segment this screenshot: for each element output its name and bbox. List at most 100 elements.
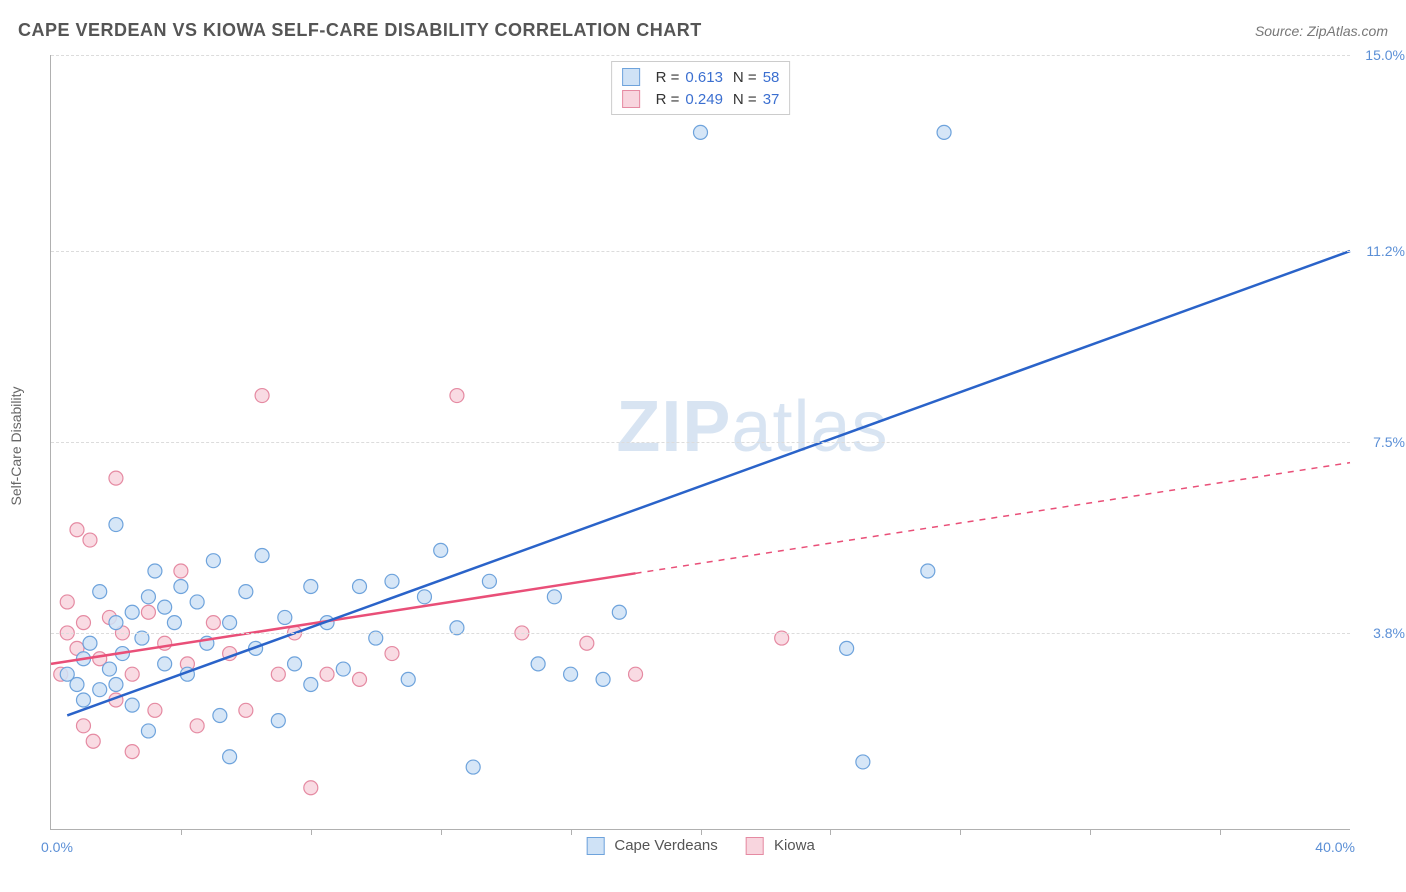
plot-area: ZIPatlas R = 0.613 N = 58 R = 0.249 xyxy=(50,55,1350,830)
data-point xyxy=(271,667,285,681)
series-legend: Cape Verdeans Kiowa xyxy=(586,837,815,855)
data-point xyxy=(434,543,448,557)
r-value: 0.249 xyxy=(685,91,723,108)
data-point xyxy=(76,616,90,630)
data-point xyxy=(596,672,610,686)
grid-line xyxy=(51,633,1350,634)
x-tick xyxy=(1090,829,1091,835)
data-point xyxy=(213,708,227,722)
data-point xyxy=(109,678,123,692)
data-point xyxy=(278,610,292,624)
legend-row-cape-verdeans: R = 0.613 N = 58 xyxy=(622,66,780,88)
data-point xyxy=(76,719,90,733)
data-point xyxy=(580,636,594,650)
data-point xyxy=(353,672,367,686)
chart-container: CAPE VERDEAN VS KIOWA SELF-CARE DISABILI… xyxy=(0,0,1406,892)
data-point xyxy=(482,574,496,588)
data-point xyxy=(353,579,367,593)
data-point xyxy=(255,389,269,403)
legend-row-kiowa: R = 0.249 N = 37 xyxy=(622,88,780,110)
data-point xyxy=(937,125,951,139)
data-point xyxy=(840,641,854,655)
data-point xyxy=(158,600,172,614)
swatch-kiowa-icon xyxy=(746,837,764,855)
data-point xyxy=(109,616,123,630)
data-point xyxy=(401,672,415,686)
data-point xyxy=(102,662,116,676)
data-point xyxy=(547,590,561,604)
data-point xyxy=(125,698,139,712)
data-point xyxy=(320,667,334,681)
grid-line xyxy=(51,55,1350,56)
data-point xyxy=(223,616,237,630)
data-point xyxy=(76,693,90,707)
data-point xyxy=(223,750,237,764)
data-point xyxy=(109,471,123,485)
trend-line xyxy=(67,251,1350,715)
data-point xyxy=(206,554,220,568)
n-value: 58 xyxy=(763,69,780,86)
data-point xyxy=(125,605,139,619)
x-tick xyxy=(701,829,702,835)
swatch-cape-icon xyxy=(586,837,604,855)
data-point xyxy=(271,714,285,728)
data-point xyxy=(417,590,431,604)
data-point xyxy=(109,518,123,532)
data-point xyxy=(206,616,220,630)
data-point xyxy=(125,667,139,681)
data-point xyxy=(60,595,74,609)
data-point xyxy=(921,564,935,578)
x-tick xyxy=(960,829,961,835)
data-point xyxy=(174,579,188,593)
chart-title: CAPE VERDEAN VS KIOWA SELF-CARE DISABILI… xyxy=(18,20,702,41)
legend-label: Kiowa xyxy=(774,837,815,854)
source-attribution: Source: ZipAtlas.com xyxy=(1255,23,1388,39)
legend-item-kiowa: Kiowa xyxy=(746,837,815,855)
data-point xyxy=(304,678,318,692)
data-point xyxy=(304,579,318,593)
data-point xyxy=(174,564,188,578)
data-point xyxy=(385,647,399,661)
x-tick xyxy=(571,829,572,835)
legend-item-cape: Cape Verdeans xyxy=(586,837,718,855)
data-point xyxy=(158,657,172,671)
data-point xyxy=(93,683,107,697)
r-label: R = xyxy=(656,91,680,108)
data-point xyxy=(629,667,643,681)
data-point xyxy=(70,523,84,537)
data-point xyxy=(70,678,84,692)
data-point xyxy=(239,585,253,599)
x-tick xyxy=(1220,829,1221,835)
data-point xyxy=(141,605,155,619)
x-tick xyxy=(181,829,182,835)
data-point xyxy=(86,734,100,748)
data-point xyxy=(612,605,626,619)
x-tick xyxy=(830,829,831,835)
grid-line xyxy=(51,442,1350,443)
data-point xyxy=(304,781,318,795)
x-origin-label: 0.0% xyxy=(41,839,73,855)
data-point xyxy=(856,755,870,769)
data-point xyxy=(141,724,155,738)
data-point xyxy=(564,667,578,681)
data-point xyxy=(385,574,399,588)
swatch-kiowa-icon xyxy=(622,90,640,108)
data-point xyxy=(148,564,162,578)
data-point xyxy=(148,703,162,717)
data-point xyxy=(141,590,155,604)
y-tick-label: 15.0% xyxy=(1365,47,1405,63)
correlation-legend: R = 0.613 N = 58 R = 0.249 N = 37 xyxy=(611,61,791,115)
n-label: N = xyxy=(733,69,757,86)
data-point xyxy=(288,657,302,671)
grid-line xyxy=(51,251,1350,252)
data-point xyxy=(125,745,139,759)
trend-line xyxy=(51,573,636,664)
data-point xyxy=(83,636,97,650)
data-point xyxy=(694,125,708,139)
x-max-label: 40.0% xyxy=(1315,839,1355,855)
data-point xyxy=(450,389,464,403)
x-tick xyxy=(441,829,442,835)
header-row: CAPE VERDEAN VS KIOWA SELF-CARE DISABILI… xyxy=(18,20,1388,41)
trend-line-extrapolated xyxy=(636,463,1350,574)
data-point xyxy=(167,616,181,630)
